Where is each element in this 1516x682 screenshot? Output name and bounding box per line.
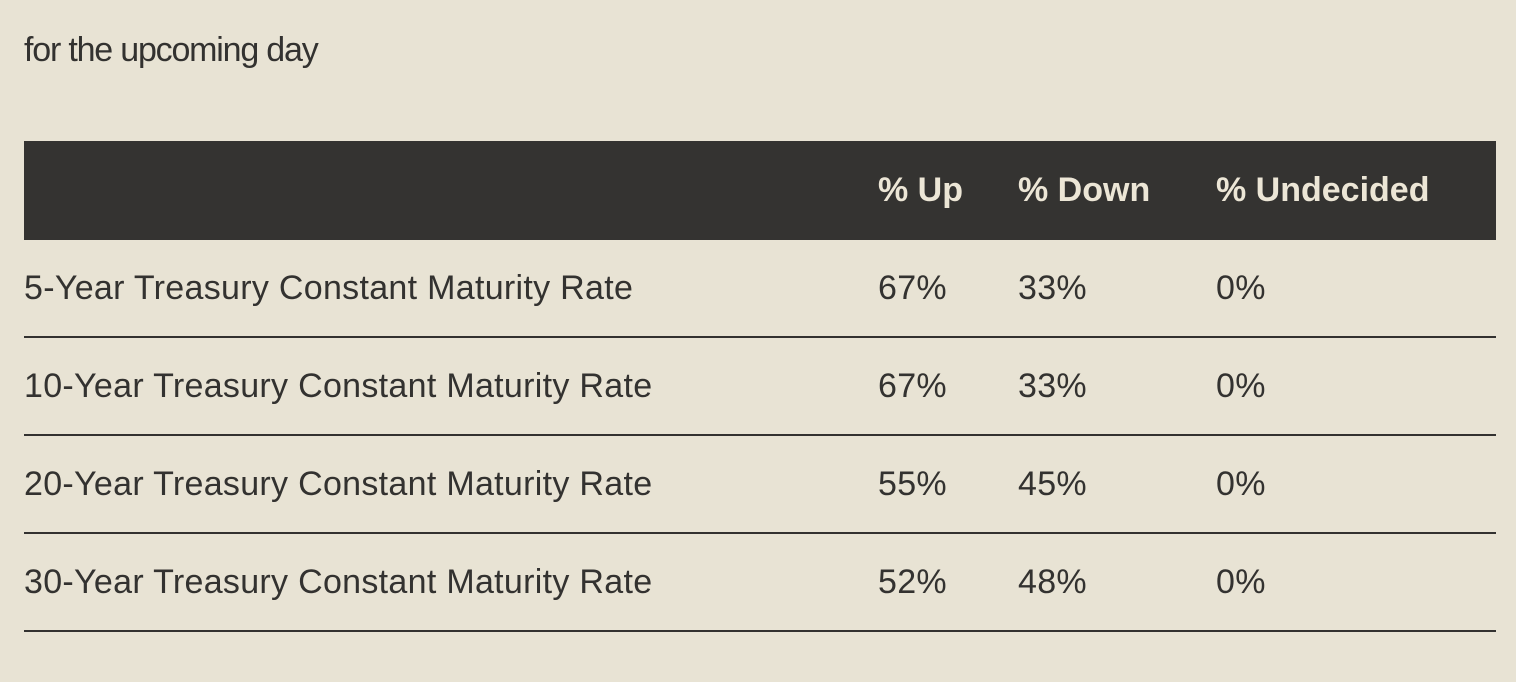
rate-name-cell: 30-Year Treasury Constant Maturity Rate: [24, 533, 878, 632]
percent-down-cell: 33%: [1018, 240, 1216, 338]
table-row: 10-Year Treasury Constant Maturity Rate …: [24, 337, 1496, 436]
percent-undecided-cell: 0%: [1216, 337, 1496, 436]
percent-undecided-cell: 0%: [1216, 240, 1496, 338]
rate-name-cell: 5-Year Treasury Constant Maturity Rate: [24, 240, 878, 338]
percent-down-cell: 45%: [1018, 435, 1216, 534]
percent-up-cell: 52%: [878, 533, 1018, 632]
percent-up-cell: 55%: [878, 435, 1018, 534]
header-percent-down: % Down: [1018, 171, 1151, 209]
percent-up-cell: 67%: [878, 337, 1018, 436]
percent-undecided-cell: 0%: [1216, 435, 1496, 534]
header-percent-undecided: % Undecided: [1216, 171, 1430, 209]
percent-down-cell: 48%: [1018, 533, 1216, 632]
percent-up-cell: 67%: [878, 240, 1018, 338]
table-row: 20-Year Treasury Constant Maturity Rate …: [24, 435, 1496, 534]
table-header-row: % Up % Down % Undecided: [24, 141, 1496, 240]
percent-down-cell: 33%: [1018, 337, 1216, 436]
table-row: 30-Year Treasury Constant Maturity Rate …: [24, 533, 1496, 632]
poll-subtitle: for the upcoming day: [24, 31, 319, 69]
percent-undecided-cell: 0%: [1216, 533, 1496, 632]
header-rate-name: [24, 141, 878, 240]
rate-direction-table: % Up % Down % Undecided 5-Year Treasury …: [24, 141, 1496, 632]
rate-name-cell: 10-Year Treasury Constant Maturity Rate: [24, 337, 878, 436]
header-percent-up: % Up: [878, 171, 963, 209]
table-row: 5-Year Treasury Constant Maturity Rate 6…: [24, 240, 1496, 338]
rate-name-cell: 20-Year Treasury Constant Maturity Rate: [24, 435, 878, 534]
